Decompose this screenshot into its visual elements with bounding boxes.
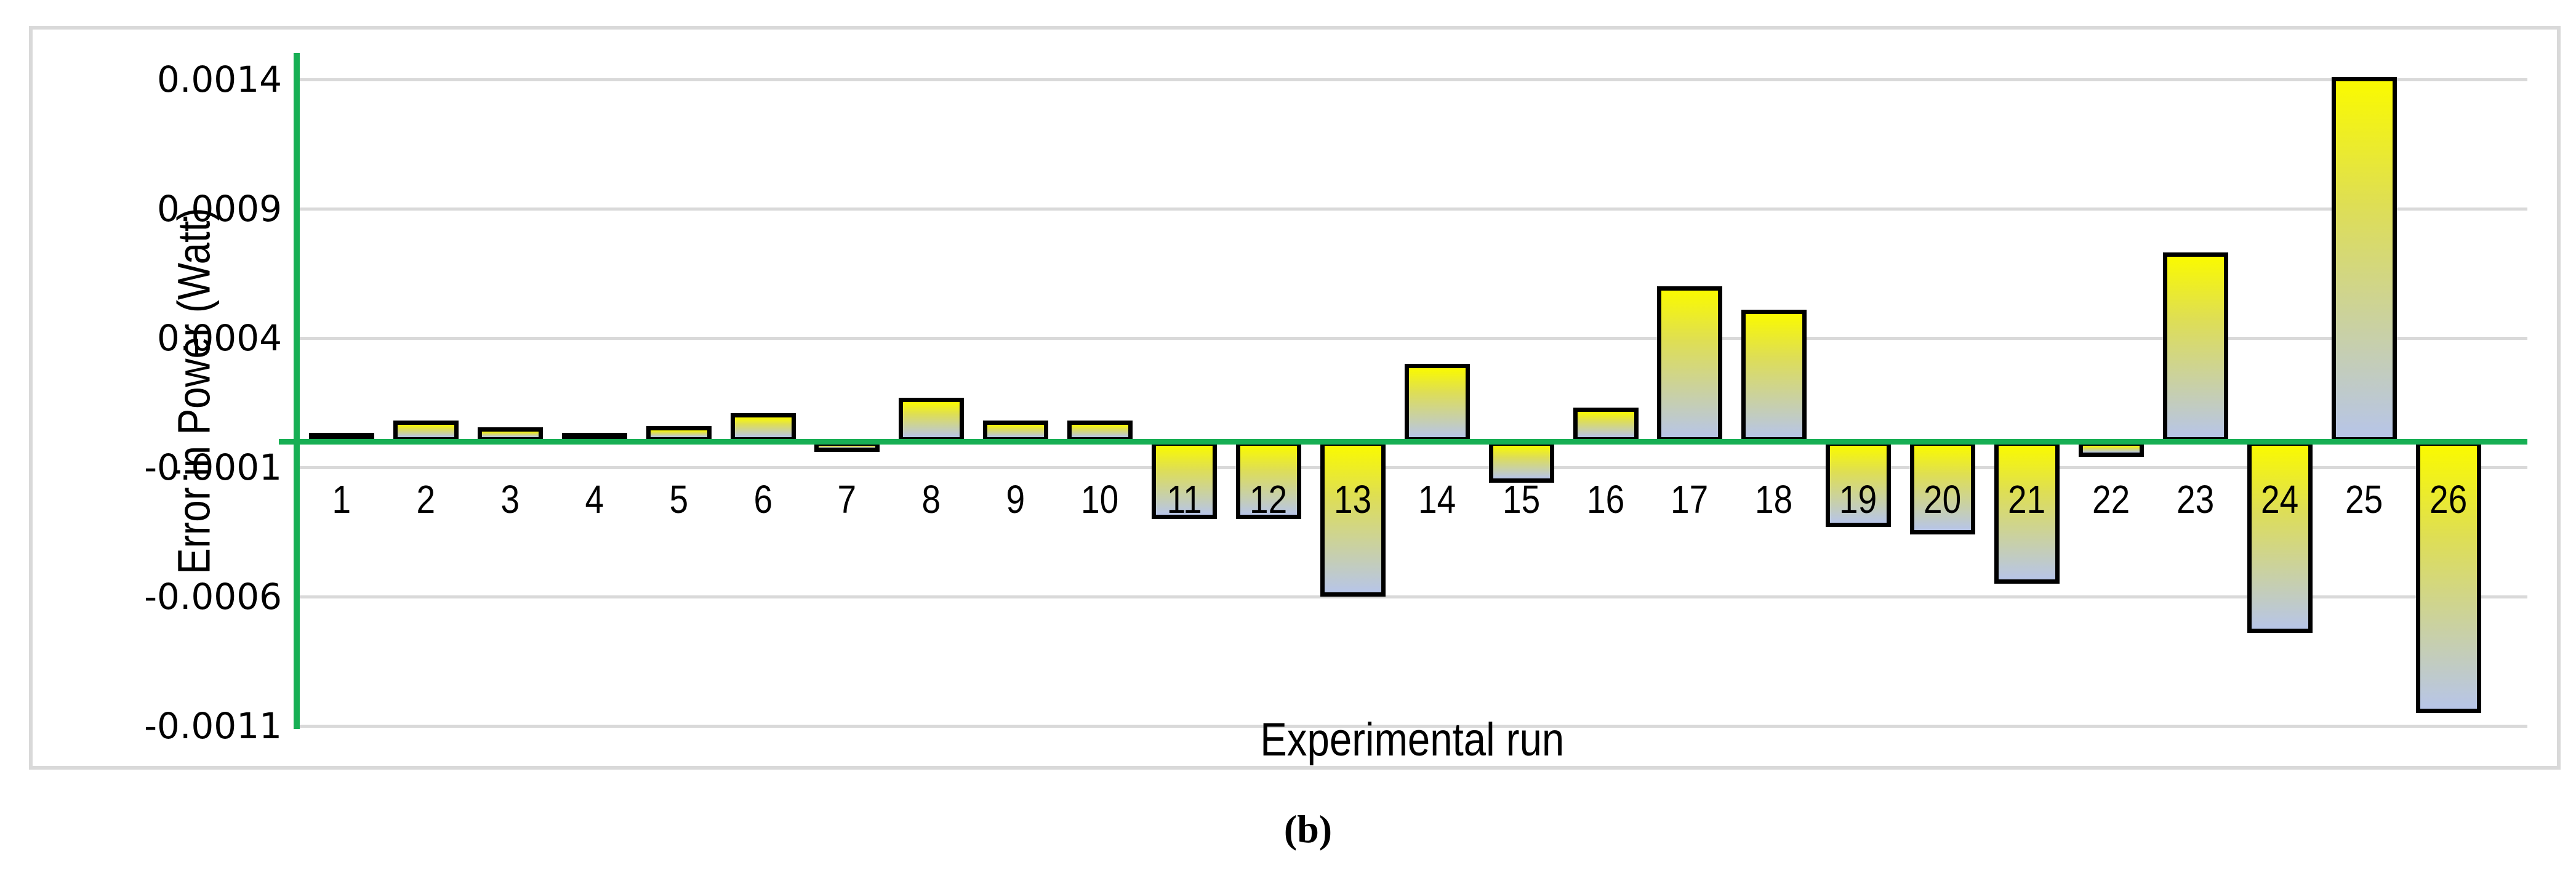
bar-26 (2416, 441, 2481, 713)
gridline (297, 466, 2527, 469)
x-tick-label-text: 17 (1671, 477, 1709, 522)
x-tick-label-text: 16 (1587, 477, 1625, 522)
x-tick-label-text: 25 (2345, 477, 2383, 522)
x-tick-label-text: 14 (1418, 477, 1456, 522)
x-tick-label: 12 (1226, 475, 1312, 523)
x-tick-label: 24 (2237, 475, 2323, 523)
x-tick-label: 22 (2068, 475, 2154, 523)
x-axis-title-text: Experimental run (1259, 714, 1565, 766)
x-tick-label: 9 (973, 475, 1059, 523)
x-tick-label-text: 23 (2177, 477, 2215, 522)
x-tick-label-text: 24 (2261, 477, 2299, 522)
gridline (297, 595, 2527, 598)
bar-6 (731, 413, 796, 441)
x-tick-label: 21 (1984, 475, 2070, 523)
y-tick-label: -0.0011 (144, 705, 282, 747)
bar-9 (983, 421, 1048, 441)
gridline (297, 207, 2527, 211)
x-tick-label: 10 (1057, 475, 1143, 523)
x-tick-label: 26 (2405, 475, 2492, 523)
x-tick-label-text: 15 (1503, 477, 1541, 522)
y-tick-label: 0.0014 (157, 58, 282, 100)
x-tick-label-text: 13 (1334, 477, 1372, 522)
x-tick-label: 23 (2153, 475, 2239, 523)
x-tick-label-text: 5 (669, 477, 689, 522)
x-tick-label: 8 (888, 475, 974, 523)
x-tick-label-text: 1 (332, 477, 351, 522)
bar-25 (2332, 77, 2397, 441)
gridline (297, 337, 2527, 340)
bar-17 (1657, 286, 1722, 441)
x-tick-label: 7 (804, 475, 890, 523)
bar-10 (1067, 421, 1133, 441)
gridline (297, 78, 2527, 81)
x-tick-label-text: 2 (416, 477, 436, 522)
x-tick-label: 18 (1731, 475, 1817, 523)
y-axis-title-text: Error in Power (Watt) (168, 207, 220, 574)
x-tick-label-text: 7 (837, 477, 857, 522)
x-tick-label: 17 (1647, 475, 1733, 523)
x-tick-label-text: 20 (1924, 477, 1962, 522)
x-tick-label-text: 21 (2008, 477, 2046, 522)
x-tick-label: 4 (552, 475, 638, 523)
y-tick-label: 0.0004 (157, 317, 282, 359)
x-axis-zero-line (279, 439, 2527, 445)
figure-frame (29, 26, 2561, 770)
x-tick-label-text: 12 (1250, 477, 1288, 522)
bar-13 (1320, 441, 1386, 597)
x-tick-label: 16 (1563, 475, 1649, 523)
gridline (297, 725, 2527, 728)
x-tick-label: 2 (383, 475, 469, 523)
y-tick-label: 0.0009 (157, 188, 282, 230)
x-tick-label: 3 (467, 475, 553, 523)
x-tick-label: 6 (720, 475, 806, 523)
x-tick-label-text: 6 (753, 477, 773, 522)
y-tick-label: -0.0006 (144, 576, 282, 618)
x-tick-label: 13 (1310, 475, 1396, 523)
x-tick-label-text: 18 (1755, 477, 1793, 522)
bar-23 (2163, 252, 2228, 441)
x-tick-label-text: 9 (1006, 477, 1025, 522)
x-tick-label: 19 (1815, 475, 1901, 523)
bar-18 (1741, 310, 1807, 441)
x-tick-label: 20 (1900, 475, 1986, 523)
x-tick-label: 11 (1141, 475, 1227, 523)
x-tick-label: 14 (1394, 475, 1480, 523)
figure-label: (b) (1283, 807, 1333, 851)
x-tick-label: 1 (299, 475, 385, 523)
x-tick-label-text: 4 (585, 477, 604, 522)
y-tick-label: -0.0001 (144, 446, 282, 488)
bar-14 (1405, 364, 1470, 441)
x-tick-label-text: 10 (1081, 477, 1119, 522)
x-tick-label: 25 (2321, 475, 2407, 523)
x-tick-label: 5 (636, 475, 722, 523)
bar-8 (899, 398, 964, 441)
y-axis-line (294, 53, 300, 729)
bar-5 (646, 426, 712, 441)
x-tick-label: 15 (1479, 475, 1565, 523)
x-tick-label-text: 11 (1166, 477, 1202, 522)
bar-24 (2247, 441, 2313, 633)
x-tick-label-text: 26 (2430, 477, 2468, 522)
x-tick-label-text: 22 (2092, 477, 2130, 522)
x-tick-label-text: 19 (1839, 477, 1877, 522)
x-tick-label-text: 3 (500, 477, 520, 522)
x-axis-title: Experimental run (297, 713, 2527, 767)
bar-2 (393, 421, 459, 441)
bar-16 (1573, 408, 1639, 441)
x-tick-label-text: 8 (921, 477, 941, 522)
